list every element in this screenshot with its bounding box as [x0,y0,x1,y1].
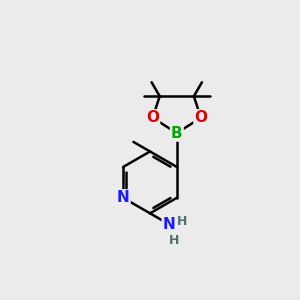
Text: O: O [146,110,159,125]
Text: O: O [194,110,207,125]
Text: B: B [171,126,183,141]
Text: N: N [117,190,130,205]
Text: H: H [169,234,180,247]
Text: H: H [177,215,188,229]
Text: N: N [163,217,176,232]
